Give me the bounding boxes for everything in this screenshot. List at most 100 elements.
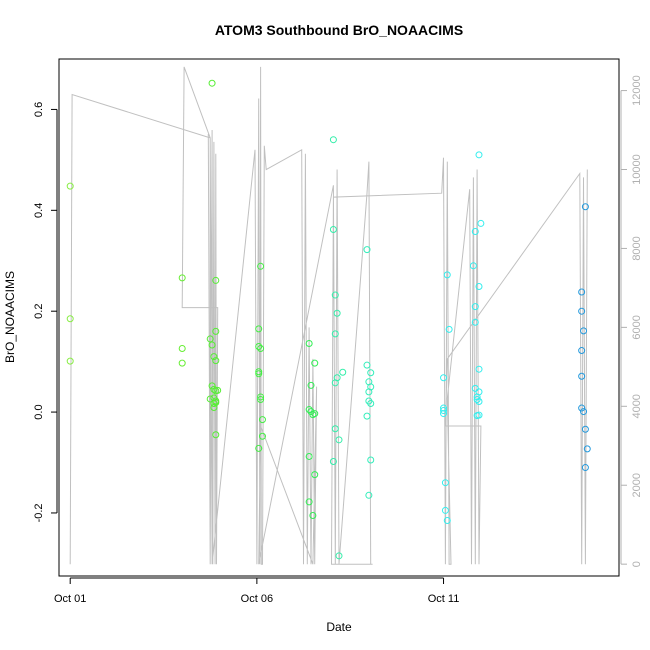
data-point [309, 511, 317, 519]
data-point [471, 228, 479, 236]
data-point [331, 291, 339, 299]
data-point [365, 388, 373, 396]
data-point [333, 309, 341, 317]
data-point [339, 368, 347, 376]
data-point [367, 399, 375, 407]
data-point [475, 365, 483, 373]
x-axis-label: Date [326, 620, 352, 634]
data-point [66, 357, 74, 365]
data-point [335, 552, 343, 560]
data-point [473, 395, 481, 403]
data-point [206, 335, 214, 343]
data-point [367, 456, 375, 464]
data-point [210, 385, 218, 393]
data-point [212, 276, 220, 284]
data-point [331, 330, 339, 338]
data-point [335, 436, 343, 444]
data-point [208, 341, 216, 349]
data-point [305, 406, 313, 414]
data-point [329, 225, 337, 233]
y-tick-label: 0.6 [33, 102, 45, 117]
data-point [329, 458, 337, 466]
x-axis: Oct 01 Oct 06 Oct 11 [54, 577, 460, 605]
data-point [331, 425, 339, 433]
data-point [583, 445, 591, 453]
data-point [475, 282, 483, 290]
data-point [305, 339, 313, 347]
data-point [440, 407, 448, 415]
data-point [255, 343, 263, 351]
y-tick-label: 0.2 [33, 304, 45, 319]
data-point [255, 370, 263, 378]
data-point [440, 410, 448, 418]
data-point [329, 136, 337, 144]
data-point [214, 386, 222, 394]
data-point [477, 219, 485, 227]
right-tick-label: 2000 [631, 473, 643, 497]
data-point [331, 379, 339, 387]
data-point [363, 246, 371, 254]
data-point [255, 444, 263, 452]
data-point [445, 325, 453, 333]
altitude-line-layer [69, 66, 588, 565]
data-point [257, 395, 265, 403]
data-point [210, 353, 218, 361]
data-point [255, 368, 263, 376]
data-point [471, 303, 479, 311]
data-point [208, 79, 216, 87]
x-tick-label: Oct 06 [241, 593, 273, 605]
plot-frame [58, 58, 620, 577]
data-point [66, 182, 74, 190]
data-point [178, 345, 186, 353]
y-tick-label: 0.4 [33, 203, 45, 218]
data-point [210, 404, 218, 412]
right-axis: 0 2000 4000 6000 8000 10000 12000 [620, 75, 643, 567]
data-point [580, 408, 588, 416]
data-point [178, 359, 186, 367]
data-point [578, 347, 586, 355]
data-point [66, 315, 74, 323]
data-point [471, 384, 479, 392]
y-axis: -0.2 0.0 0.2 0.4 0.6 [33, 102, 58, 522]
data-point [443, 517, 451, 525]
data-point [365, 491, 373, 499]
data-point [475, 397, 483, 405]
data-point [441, 506, 449, 514]
data-point [311, 359, 319, 367]
data-point [581, 464, 589, 472]
right-tick-label: 12000 [631, 75, 643, 106]
right-tick-label: 6000 [631, 315, 643, 339]
data-point [469, 262, 477, 270]
data-point [305, 498, 313, 506]
data-point [311, 410, 319, 418]
data-point [305, 452, 313, 460]
data-point [255, 325, 263, 333]
y-tick-label: -0.2 [33, 503, 45, 522]
data-point [367, 369, 375, 377]
data-point [311, 471, 319, 479]
right-tick-label: 4000 [631, 394, 643, 418]
right-tick-label: 0 [631, 561, 643, 567]
data-point [307, 381, 315, 389]
data-point [443, 271, 451, 279]
y-axis-label: BrO_NOAACIMS [3, 271, 17, 363]
data-point [473, 393, 481, 401]
data-point [178, 274, 186, 282]
data-point [258, 416, 266, 424]
data-point [363, 412, 371, 420]
data-point [441, 479, 449, 487]
y-tick-label: 0.0 [33, 404, 45, 419]
data-point [581, 425, 589, 433]
data-point [212, 357, 220, 365]
data-point [471, 318, 479, 326]
data-point [208, 382, 216, 390]
data-point [363, 361, 371, 369]
points-layer [66, 79, 591, 560]
data-point [440, 374, 448, 382]
data-point [578, 404, 586, 412]
altitude-line [69, 66, 588, 565]
data-point [257, 393, 265, 401]
data-point [578, 288, 586, 296]
x-tick-label: Oct 11 [428, 593, 460, 605]
